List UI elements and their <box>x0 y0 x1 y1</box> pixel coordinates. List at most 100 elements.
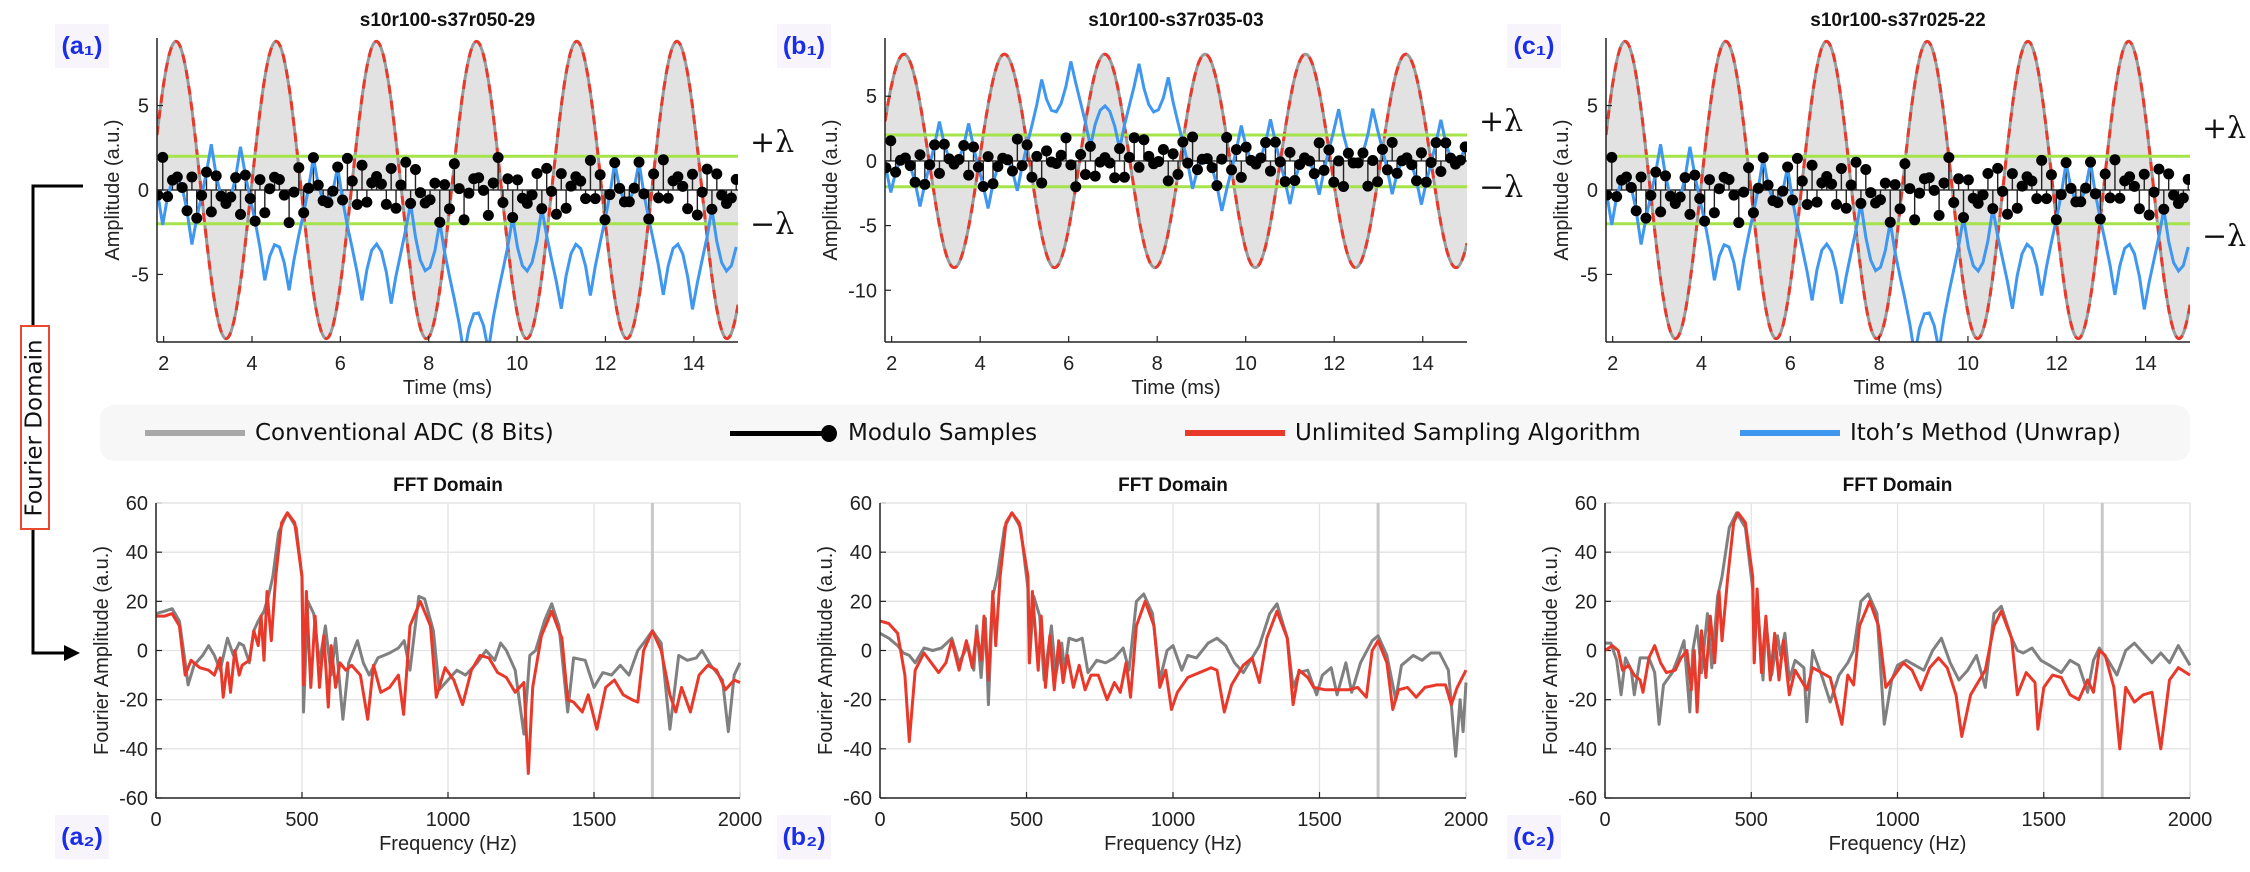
modulo-sample-marker <box>1860 164 1872 176</box>
modulo-sample-marker <box>730 173 738 185</box>
y-tick-label: -20 <box>843 690 872 712</box>
modulo-sample-marker <box>1338 181 1350 193</box>
axes-b1: 2 4 6 8 10 12 14 -10 -5 0 5 Time (ms) Amplitude (a.u… <box>820 10 1523 399</box>
x-tick-label: 14 <box>1412 353 1434 375</box>
modulo-sample-marker <box>1962 174 1974 186</box>
modulo-sample-marker <box>400 156 412 168</box>
y-tick-label: 5 <box>866 86 877 108</box>
modulo-sample-marker <box>1987 203 1999 215</box>
y-tick-label: -40 <box>119 739 148 761</box>
modulo-sample-marker <box>711 168 723 180</box>
modulo-sample-marker <box>1318 164 1330 176</box>
x-tick-label: 6 <box>1063 353 1074 375</box>
x-tick-label: 10 <box>506 353 528 375</box>
modulo-sample-marker <box>2128 180 2140 192</box>
modulo-sample-marker <box>385 162 397 174</box>
x-tick-label: 8 <box>1152 353 1163 375</box>
modulo-sample-marker <box>992 160 1004 172</box>
modulo-sample-marker <box>244 193 256 205</box>
panel-label-c2: (c₂) <box>1507 815 1561 859</box>
lambda-minus-label: −λ <box>1479 170 1523 205</box>
y-tick-label: 0 <box>1586 641 1597 663</box>
x-tick-label: 14 <box>683 353 705 375</box>
modulo-sample-marker <box>1611 191 1623 203</box>
modulo-sample-marker <box>288 186 300 198</box>
modulo-sample-marker <box>1187 131 1199 143</box>
modulo-sample-marker <box>1606 189 1613 201</box>
modulo-sample-marker <box>1620 171 1632 183</box>
modulo-sample-marker <box>725 192 737 204</box>
y-tick-label: -20 <box>119 690 148 712</box>
x-axis-label: Time (ms) <box>1853 377 1942 399</box>
modulo-sample-marker <box>938 138 950 150</box>
modulo-sample-marker <box>1177 136 1189 148</box>
modulo-sample-marker <box>239 169 251 181</box>
modulo-sample-marker <box>909 176 921 188</box>
modulo-sample-marker <box>473 172 485 184</box>
modulo-sample-marker <box>1684 208 1696 220</box>
modulo-sample-marker <box>1411 175 1423 187</box>
bracket-line-bottom <box>31 530 66 655</box>
modulo-sample-marker <box>977 180 989 192</box>
modulo-sample-marker <box>273 173 285 185</box>
modulo-sample-marker <box>2138 168 2150 180</box>
modulo-sample-marker <box>958 140 970 152</box>
panel-label-a1: (a₁) <box>55 24 109 68</box>
modulo-sample-marker <box>1240 141 1252 153</box>
modulo-sample-marker <box>686 168 698 180</box>
x-tick-label: 1000 <box>1875 809 1920 831</box>
modulo-sample-marker <box>1982 167 1994 179</box>
modulo-sample-marker <box>225 191 237 203</box>
y-tick-label: -5 <box>131 264 149 286</box>
legend-item-modulo: Modulo Samples <box>730 405 1037 461</box>
modulo-sample-marker <box>1884 216 1896 228</box>
x-tick-label: 8 <box>1874 353 1885 375</box>
modulo-sample-marker <box>1226 164 1238 176</box>
modulo-sample-marker <box>1459 141 1467 153</box>
y-tick-label: -40 <box>1568 739 1597 761</box>
modulo-sample-marker <box>691 209 703 221</box>
modulo-sample-marker <box>458 214 470 226</box>
modulo-sample-marker <box>1323 144 1335 156</box>
modulo-sample-marker <box>1865 187 1877 199</box>
legend-swatch-itoh <box>1740 430 1840 436</box>
chart-title: FFT Domain <box>1843 475 1953 496</box>
modulo-sample-marker <box>1391 167 1403 179</box>
lambda-minus-label: −λ <box>750 207 794 242</box>
modulo-sample-marker <box>1079 169 1091 181</box>
modulo-sample-marker <box>982 151 994 163</box>
y-axis-label: Amplitude (a.u.) <box>820 119 842 260</box>
modulo-sample-marker <box>409 164 421 176</box>
y-tick-label: 0 <box>138 180 149 202</box>
modulo-sample-marker <box>1772 197 1784 209</box>
modulo-sample-marker <box>565 180 577 192</box>
modulo-sample-marker <box>1284 146 1296 158</box>
modulo-sample-marker <box>1635 171 1647 183</box>
axes-c1: 2 4 6 8 10 12 14 -5 0 5 Time (ms) Amplitude (a.u.) s… <box>1551 10 2246 399</box>
modulo-sample-marker <box>594 169 606 181</box>
modulo-sample-marker <box>706 203 718 215</box>
legend: Conventional ADC (8 Bits) Modulo Samples… <box>100 405 2190 461</box>
modulo-sample-marker <box>264 183 276 195</box>
axes-c2: 0 500 1000 1500 2000 -60 -40 -20 0 20 40 60 Frequenc… <box>1540 475 2212 855</box>
modulo-sample-marker <box>1260 137 1272 149</box>
modulo-sample-marker <box>312 179 324 191</box>
modulo-sample-marker <box>643 213 655 225</box>
modulo-sample-marker <box>672 171 684 183</box>
modulo-sample-marker <box>1782 161 1794 173</box>
modulo-sample-marker <box>1454 154 1466 166</box>
modulo-sample-marker <box>356 159 368 171</box>
modulo-sample-marker <box>1075 148 1087 160</box>
modulo-sample-marker <box>2080 182 2092 194</box>
y-tick-label: -40 <box>843 739 872 761</box>
modulo-sample-marker <box>550 208 562 220</box>
fft-adc-line <box>155 511 742 736</box>
modulo-sample-marker <box>1923 172 1935 184</box>
modulo-sample-marker <box>1216 153 1228 165</box>
modulo-sample-marker <box>332 161 344 173</box>
chart-title: s10r100-s37r050-29 <box>360 10 535 31</box>
modulo-sample-marker <box>162 191 174 203</box>
modulo-sample-marker <box>1191 164 1203 176</box>
modulo-sample-marker <box>1948 196 1960 208</box>
modulo-sample-marker <box>919 178 931 190</box>
